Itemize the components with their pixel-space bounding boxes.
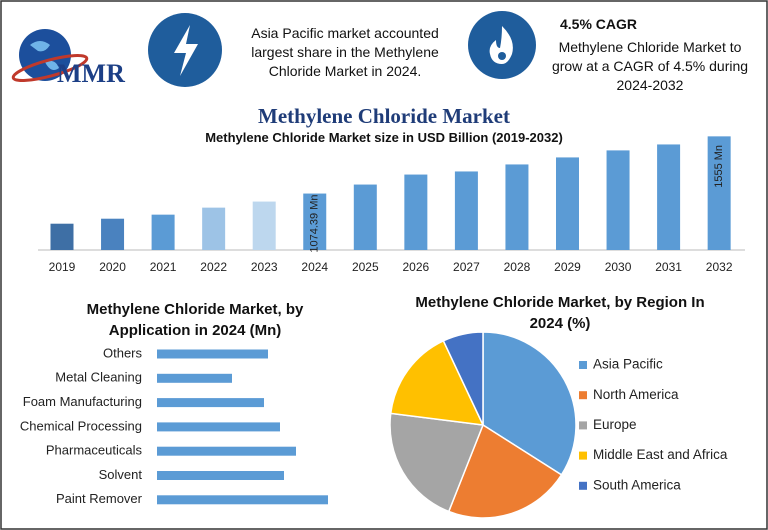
legend-swatch (579, 421, 587, 430)
pie-slice (389, 339, 485, 426)
highlight-title: 4.5% CAGR (560, 16, 638, 32)
bar (505, 164, 529, 250)
bar (157, 471, 284, 480)
chart-subtitle: Methylene Chloride Market size in USD Bi… (205, 130, 563, 145)
pie-slice (447, 423, 563, 519)
x-tick-label: 2025 (352, 260, 379, 274)
highlight-text: Methylene Chloride Market to grow at a C… (551, 39, 749, 93)
bar (157, 398, 264, 408)
bar (657, 144, 681, 250)
bar (151, 214, 175, 250)
x-tick-label: 2024 (301, 260, 328, 274)
chart-title: Methylene Chloride Market, by Applicatio… (86, 301, 304, 339)
bar (252, 201, 276, 250)
main-title: Methylene Chloride Market (258, 104, 510, 128)
legend-swatch (579, 451, 587, 460)
pie-slice (442, 331, 484, 426)
bar (157, 373, 232, 383)
bar (556, 157, 579, 250)
logo-globe (11, 29, 89, 83)
pie-slice (389, 412, 485, 513)
legend-label: North America (593, 387, 679, 402)
legend-swatch (579, 361, 587, 369)
legend-label: Asia Pacific (593, 357, 663, 372)
category-label: Chemical Processing (20, 418, 142, 433)
bar (157, 349, 268, 359)
logo-text: MMR (57, 59, 125, 88)
x-tick-label: 2032 (706, 260, 733, 274)
x-tick-label: 2023 (251, 260, 278, 274)
x-tick-label: 2020 (99, 260, 126, 274)
bar (303, 193, 327, 250)
bar (157, 422, 280, 432)
x-tick-label: 2031 (655, 260, 682, 274)
legend-label: Middle East and Africa (593, 447, 728, 462)
flame-icon (468, 11, 536, 79)
x-tick-label: 2027 (453, 260, 480, 274)
bar (101, 218, 125, 250)
lightning-icon (148, 13, 222, 87)
bar (454, 171, 478, 250)
x-tick-label: 2029 (554, 260, 581, 274)
value-label: 1074.39 Mn (309, 194, 321, 252)
x-tick-label: 2026 (402, 260, 429, 274)
legend-label: South America (593, 477, 681, 492)
bar (157, 495, 328, 505)
bar (50, 223, 74, 250)
x-tick-label: 2019 (49, 260, 76, 274)
x-tick-label: 2030 (605, 260, 632, 274)
x-tick-label: 2028 (504, 260, 531, 274)
legend-swatch (579, 481, 587, 490)
x-tick-label: 2022 (200, 260, 227, 274)
value-label: 1555 Mn (713, 145, 725, 188)
highlight-text: Asia Pacific market accounted largest sh… (251, 25, 439, 79)
legend-swatch (579, 391, 587, 400)
category-label: Pharmaceuticals (46, 443, 143, 458)
category-label: Paint Remover (56, 491, 143, 506)
bar (404, 174, 428, 250)
category-label: Foam Manufacturing (23, 394, 142, 409)
bar (202, 207, 226, 250)
bar (707, 136, 731, 250)
legend-label: Europe (593, 417, 637, 432)
bar (353, 184, 377, 250)
category-label: Solvent (99, 467, 143, 482)
bar (157, 446, 296, 456)
category-label: Others (103, 345, 143, 360)
category-label: Metal Cleaning (55, 370, 142, 385)
x-tick-label: 2021 (150, 260, 177, 274)
chart-title: Methylene Chloride Market, by Region In … (415, 294, 705, 332)
bar (606, 150, 630, 250)
